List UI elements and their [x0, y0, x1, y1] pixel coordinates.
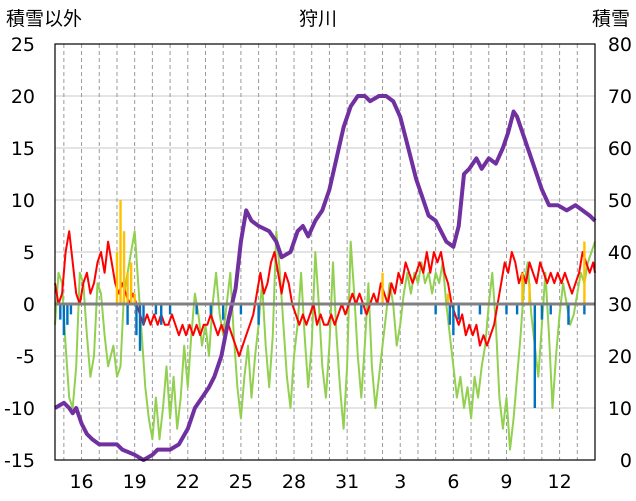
bar — [160, 304, 163, 325]
left-tick-label: 25 — [11, 34, 35, 56]
left-tick-label: 0 — [23, 294, 35, 316]
right-tick-label: 80 — [608, 34, 632, 56]
right-tick-label: 50 — [608, 190, 632, 212]
left-tick-label: 5 — [23, 242, 35, 264]
series-line — [53, 94, 597, 462]
bar — [528, 283, 531, 304]
bar — [452, 304, 455, 336]
x-tick-label: 19 — [123, 471, 147, 493]
left-tick-label: -10 — [4, 398, 35, 420]
x-tick-label: 12 — [547, 471, 571, 493]
bar — [168, 304, 172, 315]
bar — [154, 304, 158, 315]
bar — [62, 304, 66, 336]
left-tick-label: 10 — [11, 190, 35, 212]
bar — [115, 252, 119, 304]
bar — [138, 304, 142, 351]
plot-series — [53, 94, 597, 462]
x-tick-label: 25 — [229, 471, 253, 493]
bar — [533, 304, 537, 408]
right-tick-label: 20 — [608, 346, 632, 368]
bar — [221, 304, 225, 320]
left-tick-label: 15 — [11, 138, 35, 160]
x-tick-label: 22 — [176, 471, 200, 493]
bar — [133, 293, 136, 304]
chart-title: 狩川 — [299, 8, 337, 30]
series-line — [54, 230, 596, 451]
right-axis-title: 積雪 — [592, 8, 630, 30]
bar — [478, 304, 482, 315]
x-tick-label: 3 — [394, 471, 406, 493]
x-tick-label: 6 — [447, 471, 459, 493]
bar — [257, 304, 260, 325]
left-tick-label: -15 — [4, 450, 35, 472]
bar — [540, 304, 544, 320]
right-tick-label: 30 — [608, 294, 632, 316]
right-tick-label: 60 — [608, 138, 632, 160]
bar — [505, 304, 508, 315]
bar — [381, 272, 384, 304]
bar — [66, 304, 69, 325]
plot-frame — [54, 43, 596, 461]
x-tick-label: 16 — [69, 471, 93, 493]
right-tick-label: 70 — [608, 86, 632, 108]
bar — [567, 304, 570, 325]
bar — [122, 231, 126, 304]
x-tick-label: 9 — [500, 471, 512, 493]
bar — [515, 304, 519, 315]
right-tick-label: 0 — [620, 450, 632, 472]
x-tick-label: 31 — [335, 471, 359, 493]
bar — [448, 304, 452, 325]
bar — [59, 304, 62, 320]
bar — [549, 304, 552, 315]
bar — [360, 304, 363, 315]
bar — [135, 304, 138, 336]
bar — [126, 304, 129, 325]
bar — [583, 241, 586, 304]
left-tick-label: 20 — [11, 86, 35, 108]
left-axis-title: 積雪以外 — [6, 8, 82, 30]
x-tick-label: 28 — [282, 471, 306, 493]
bar — [521, 272, 524, 304]
bar — [583, 304, 586, 315]
bar — [129, 262, 133, 304]
bar — [195, 304, 198, 315]
bar — [457, 304, 460, 320]
bar — [239, 304, 243, 315]
bar — [446, 293, 450, 304]
bar — [119, 200, 122, 304]
series-line — [54, 230, 596, 357]
bar — [142, 304, 145, 325]
left-tick-label: -5 — [16, 346, 35, 368]
bar — [126, 272, 129, 304]
bar — [209, 304, 213, 315]
right-tick-label: 10 — [608, 398, 632, 420]
right-tick-label: 40 — [608, 242, 632, 264]
bar — [434, 304, 437, 315]
bar — [69, 304, 73, 315]
